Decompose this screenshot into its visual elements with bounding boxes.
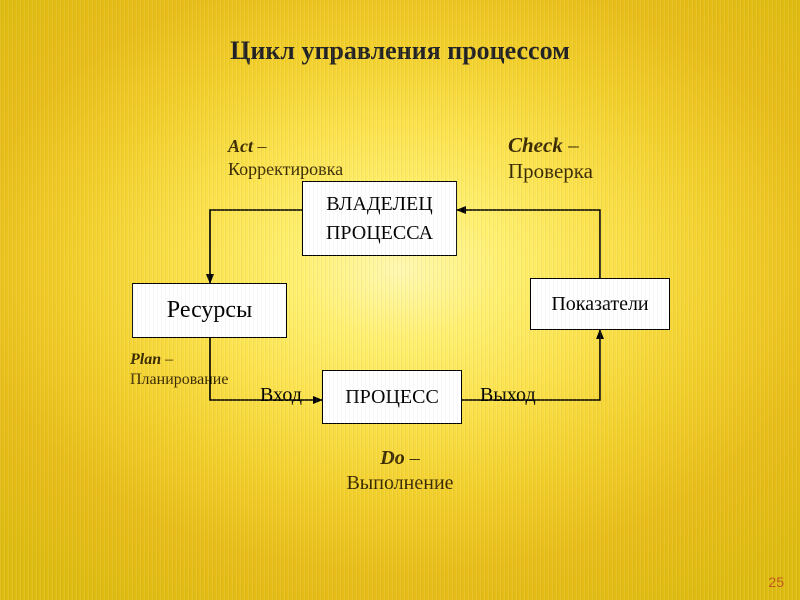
label-do-dash: – <box>405 447 420 469</box>
node-owner-line2: ПРОЦЕССА <box>326 222 433 245</box>
label-check-ru: Проверка <box>508 159 593 183</box>
node-process: ПРОЦЕСС <box>322 370 462 424</box>
node-owner-line1: ВЛАДЕЛЕЦ <box>326 193 432 216</box>
slide: Цикл управления процессом Act – Корректи… <box>0 0 800 600</box>
page-number: 25 <box>768 574 784 590</box>
node-indicators-text: Показатели <box>551 293 648 316</box>
label-act: Act – Корректировка <box>228 135 343 180</box>
edge-label-out: Выход <box>480 384 536 407</box>
label-check-dash: – <box>563 133 579 157</box>
label-act-dash: – <box>253 136 267 156</box>
label-plan-eng: Plan <box>130 351 161 368</box>
label-do-ru: Выполнение <box>346 472 453 494</box>
edge <box>457 210 600 278</box>
node-resources-text: Ресурсы <box>167 297 252 324</box>
label-do-eng: Do <box>380 447 404 469</box>
label-check-eng: Check <box>508 133 563 157</box>
label-check: Check – Проверка <box>508 132 593 185</box>
node-owner: ВЛАДЕЛЕЦ ПРОЦЕССА <box>302 181 457 256</box>
node-process-text: ПРОЦЕСС <box>345 386 439 409</box>
label-do: Do – Выполнение <box>0 446 800 496</box>
label-plan-dash: – <box>161 351 173 368</box>
label-plan-ru: Планирование <box>130 371 228 388</box>
edge-label-in: Вход <box>260 384 302 407</box>
slide-title: Цикл управления процессом <box>0 36 800 66</box>
edge <box>210 210 302 283</box>
label-act-ru: Корректировка <box>228 159 343 179</box>
label-plan: Plan – Планирование <box>130 350 228 390</box>
node-resources: Ресурсы <box>132 283 287 338</box>
arrows-layer <box>0 0 800 600</box>
node-indicators: Показатели <box>530 278 670 330</box>
label-act-eng: Act <box>228 136 253 156</box>
